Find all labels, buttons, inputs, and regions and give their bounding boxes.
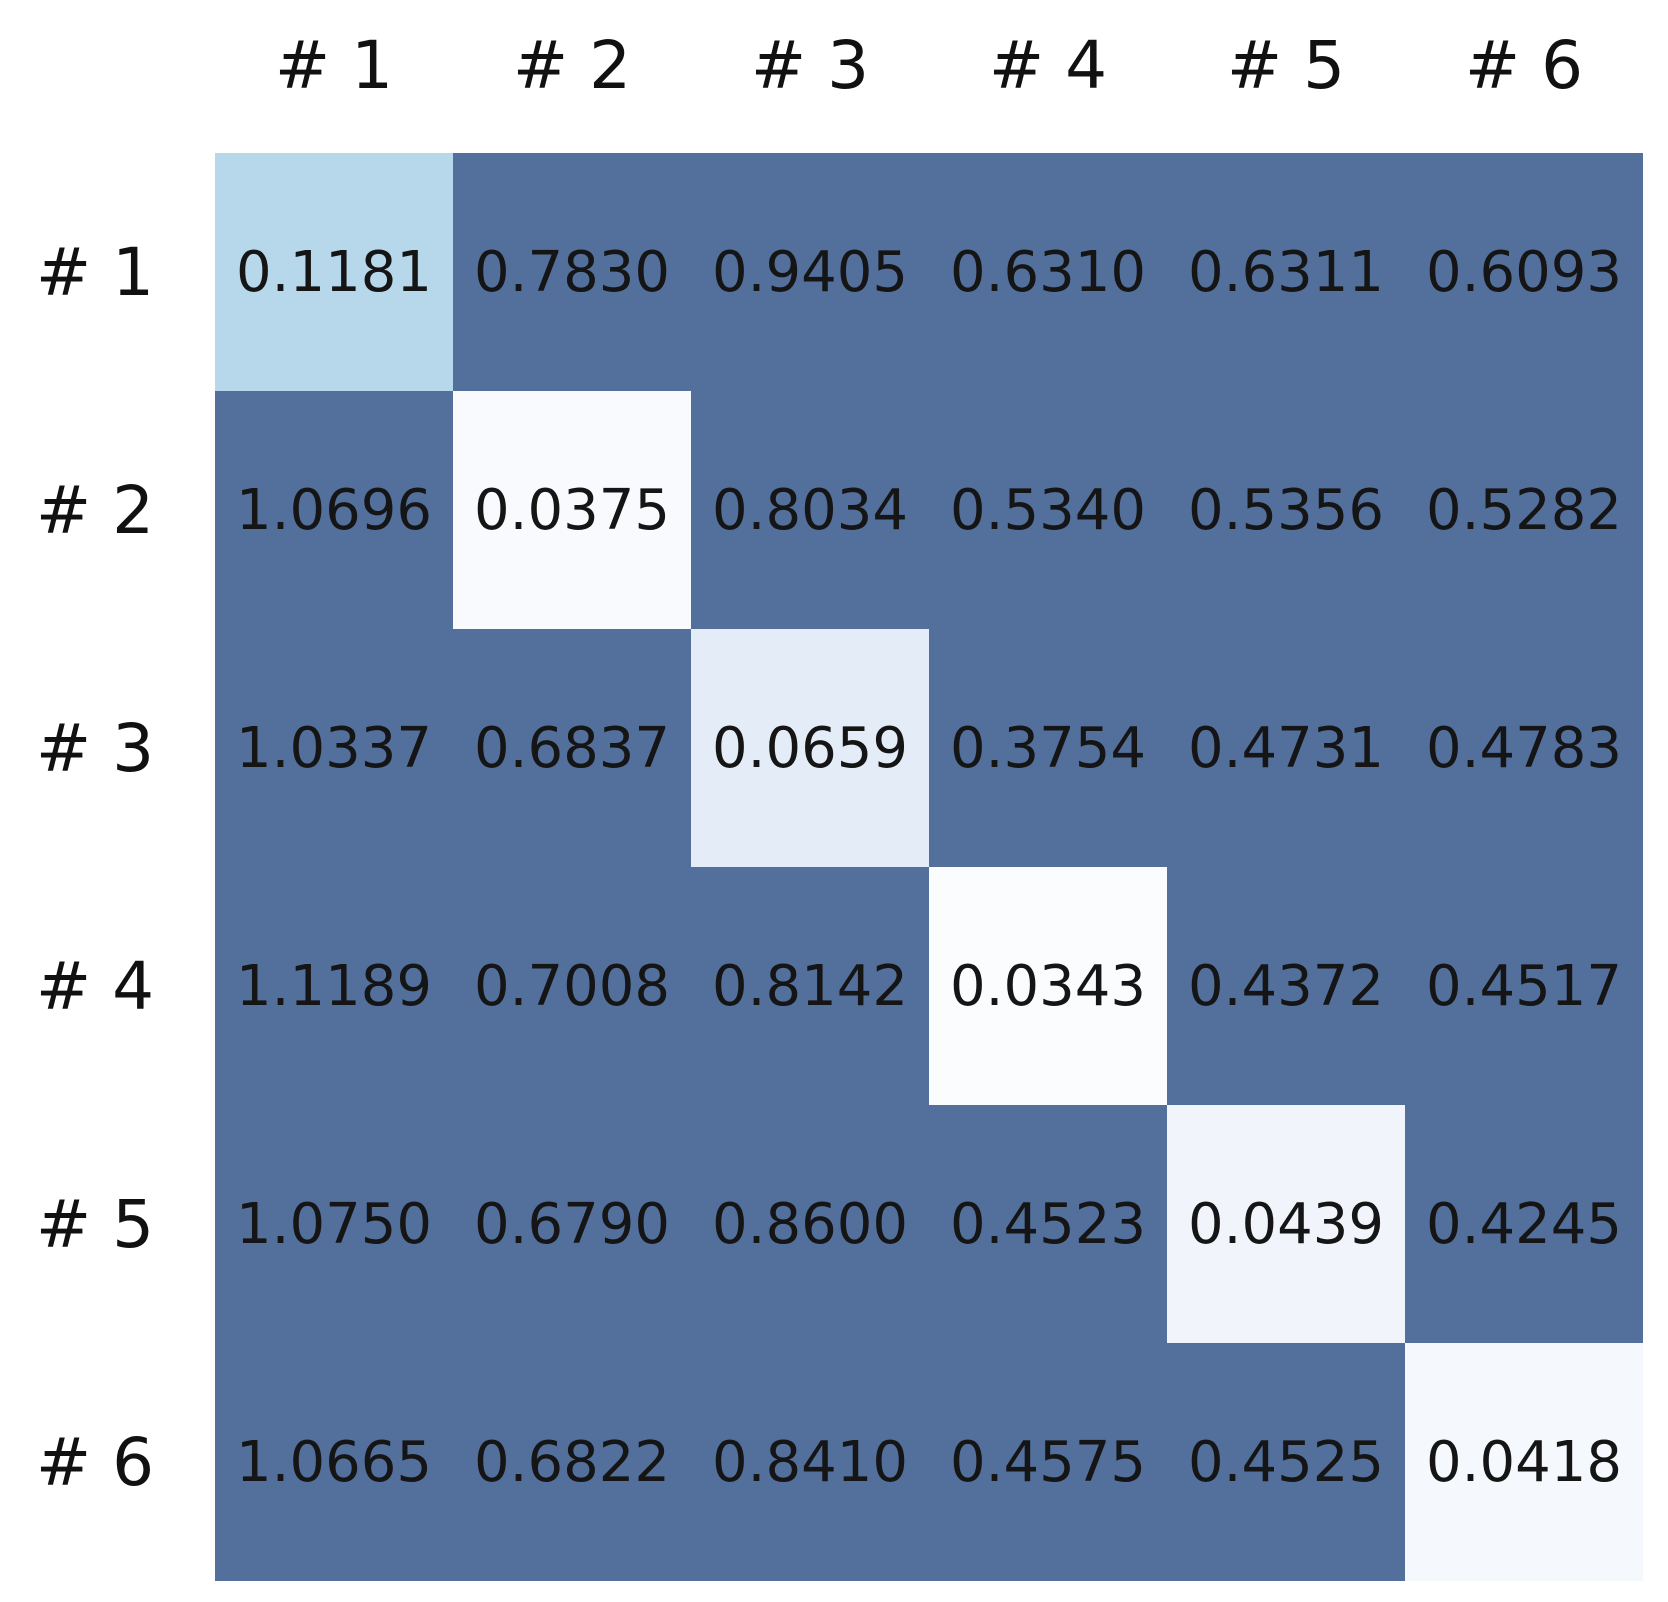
heatmap-cell-r6c5: 0.4525 <box>1167 1343 1405 1581</box>
heatmap-cell-r1c1: 0.1181 <box>215 153 453 391</box>
column-label-2: # 2 <box>512 26 632 104</box>
row-label-2: # 2 <box>35 471 155 549</box>
row-label-6: # 6 <box>35 1423 155 1501</box>
heatmap-cell-r4c1: 1.1189 <box>215 867 453 1105</box>
row-label-5: # 5 <box>35 1185 155 1263</box>
heatmap-cell-r1c5: 0.6311 <box>1167 153 1405 391</box>
heatmap-cell-r5c1: 1.0750 <box>215 1105 453 1343</box>
heatmap-cell-r5c5: 0.0439 <box>1167 1105 1405 1343</box>
row-label-1: # 1 <box>35 233 155 311</box>
heatmap-cell-r2c6: 0.5282 <box>1405 391 1643 629</box>
heatmap-cell-r3c1: 1.0337 <box>215 629 453 867</box>
heatmap-cell-r3c2: 0.6837 <box>453 629 691 867</box>
heatmap-cell-r2c3: 0.8034 <box>691 391 929 629</box>
heatmap-cell-r6c2: 0.6822 <box>453 1343 691 1581</box>
column-label-4: # 4 <box>988 26 1108 104</box>
heatmap-grid: 0.1181 0.7830 0.9405 0.6310 0.6311 0.6093 1.06… <box>215 153 1643 1581</box>
heatmap-cell-r6c1: 1.0665 <box>215 1343 453 1581</box>
column-label-3: # 3 <box>750 26 870 104</box>
heatmap-cell-r6c3: 0.8410 <box>691 1343 929 1581</box>
heatmap-cell-r4c4: 0.0343 <box>929 867 1167 1105</box>
column-label-1: # 1 <box>274 26 394 104</box>
column-label-6: # 6 <box>1464 26 1584 104</box>
heatmap-cell-r3c4: 0.3754 <box>929 629 1167 867</box>
heatmap-cell-r2c2: 0.0375 <box>453 391 691 629</box>
heatmap-cell-r2c1: 1.0696 <box>215 391 453 629</box>
row-labels: # 1 # 2 # 3 # 4 # 5 # 6 <box>0 153 190 1581</box>
heatmap-cell-r4c6: 0.4517 <box>1405 867 1643 1105</box>
heatmap-cell-r5c2: 0.6790 <box>453 1105 691 1343</box>
row-label-3: # 3 <box>35 709 155 787</box>
heatmap-cell-r5c4: 0.4523 <box>929 1105 1167 1343</box>
heatmap-cell-r1c4: 0.6310 <box>929 153 1167 391</box>
heatmap-cell-r4c2: 0.7008 <box>453 867 691 1105</box>
heatmap-cell-r2c5: 0.5356 <box>1167 391 1405 629</box>
heatmap-cell-r6c4: 0.4575 <box>929 1343 1167 1581</box>
heatmap-cell-r2c4: 0.5340 <box>929 391 1167 629</box>
heatmap-cell-r6c6: 0.0418 <box>1405 1343 1643 1581</box>
heatmap-cell-r5c6: 0.4245 <box>1405 1105 1643 1343</box>
heatmap-cell-r3c6: 0.4783 <box>1405 629 1643 867</box>
heatmap-cell-r1c6: 0.6093 <box>1405 153 1643 391</box>
heatmap-cell-r1c3: 0.9405 <box>691 153 929 391</box>
heatmap-cell-r4c5: 0.4372 <box>1167 867 1405 1105</box>
heatmap-cell-r3c5: 0.4731 <box>1167 629 1405 867</box>
column-labels: # 1 # 2 # 3 # 4 # 5 # 6 <box>215 10 1643 120</box>
column-label-5: # 5 <box>1226 26 1346 104</box>
heatmap-cell-r5c3: 0.8600 <box>691 1105 929 1343</box>
heatmap-cell-r1c2: 0.7830 <box>453 153 691 391</box>
heatmap-cell-r4c3: 0.8142 <box>691 867 929 1105</box>
row-label-4: # 4 <box>35 947 155 1025</box>
heatmap-cell-r3c3: 0.0659 <box>691 629 929 867</box>
